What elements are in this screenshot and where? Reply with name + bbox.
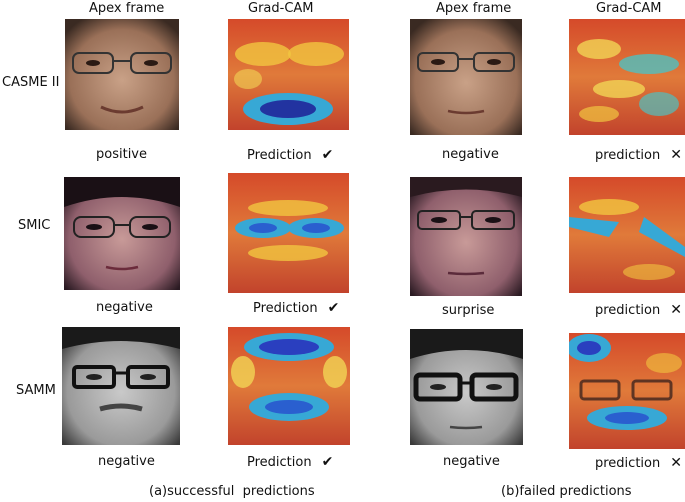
cross-icon: ✕ — [670, 455, 682, 471]
prediction-text: Prediction — [247, 148, 312, 163]
dataset-label-smic: SMIC — [18, 218, 51, 233]
gradcam-image-casme-failed — [569, 19, 685, 135]
emotion-label-samm-success: negative — [98, 454, 155, 469]
apex-frame-image-samm-failed — [410, 329, 523, 445]
apex-frame-image-samm-success — [62, 327, 180, 445]
gradcam-image-samm-success — [228, 327, 350, 445]
dataset-label-casme: CASME II — [2, 75, 60, 90]
emotion-label-casme-success: positive — [96, 147, 147, 162]
apex-frame-image-smic-failed — [410, 177, 522, 296]
emotion-label-samm-failed: negative — [443, 454, 500, 469]
caption-successful-predictions: (a)successful predictions — [149, 484, 315, 499]
header-apex-frame-right: Apex frame — [436, 1, 512, 16]
emotion-label-smic-success: negative — [96, 300, 153, 315]
gradcam-image-smic-failed — [569, 177, 685, 293]
emotion-label-casme-failed: negative — [442, 147, 499, 162]
cross-icon: ✕ — [670, 147, 682, 163]
dataset-label-samm: SAMM — [16, 383, 56, 398]
header-gradcam-right: Grad-CAM — [596, 1, 662, 16]
cross-icon: ✕ — [670, 302, 682, 318]
prediction-status-smic-success: Prediction ✔ — [253, 300, 339, 317]
prediction-text: prediction — [595, 456, 661, 471]
prediction-status-samm-success: Prediction ✔ — [247, 454, 333, 471]
prediction-status-casme-success: Prediction ✔ — [247, 147, 333, 164]
gradcam-image-smic-success — [228, 173, 349, 293]
checkmark-icon: ✔ — [321, 147, 334, 163]
checkmark-icon: ✔ — [327, 300, 340, 316]
prediction-text: prediction — [595, 303, 661, 318]
header-apex-frame-left: Apex frame — [89, 1, 165, 16]
emotion-label-smic-failed: surprise — [442, 303, 495, 318]
gradcam-image-samm-failed — [569, 333, 685, 449]
checkmark-icon: ✔ — [321, 454, 334, 470]
prediction-text: prediction — [595, 148, 661, 163]
gradcam-image-casme-success — [228, 19, 349, 130]
prediction-text: Prediction — [247, 455, 312, 470]
prediction-status-samm-failed: prediction ✕ — [595, 455, 682, 472]
header-gradcam-left: Grad-CAM — [248, 1, 314, 16]
apex-frame-image-casme-success — [65, 19, 179, 130]
caption-failed-predictions: (b)failed predictions — [501, 484, 632, 499]
prediction-text: Prediction — [253, 301, 318, 316]
apex-frame-image-smic-success — [64, 177, 180, 290]
prediction-status-smic-failed: prediction ✕ — [595, 302, 682, 319]
prediction-status-casme-failed: prediction ✕ — [595, 147, 682, 164]
apex-frame-image-casme-failed — [410, 19, 522, 135]
